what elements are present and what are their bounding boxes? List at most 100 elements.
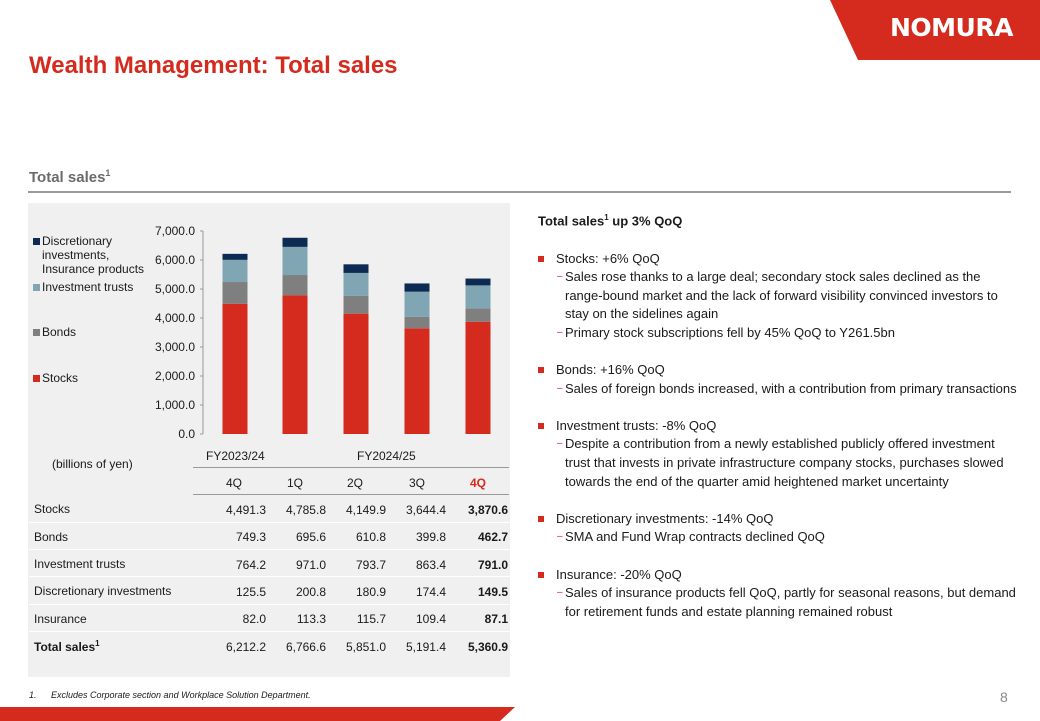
legend-swatch-discretionary: [33, 238, 40, 245]
commentary-sub-point: SMA and Fund Wrap contracts declined QoQ: [538, 528, 1018, 547]
bar-segment-stocks: [404, 328, 430, 434]
commentary-bullet-discretionary: Discretionary investments: -14% QoQ: [538, 510, 1018, 529]
y-tick-label: 2,000.0: [155, 369, 195, 383]
commentary-sub-point: Primary stock subscriptions fell by 45% …: [538, 324, 1018, 343]
table-units: (billions of yen): [52, 457, 133, 471]
table-cell: 6,212.2: [225, 640, 266, 654]
bar-segment-stocks: [282, 295, 308, 434]
table-row-divider: [29, 631, 510, 632]
table-cell: 971.0: [295, 558, 326, 572]
page-number: 8: [1000, 689, 1008, 705]
legend-swatch-investment-trusts: [33, 284, 40, 291]
commentary-sub-point: Despite a contribution from a newly esta…: [538, 435, 1018, 491]
bar-segment-discretionary-investments-insurance-products: [404, 283, 430, 292]
table-cell: 3,644.4: [405, 503, 446, 517]
quarter-header: 3Q: [408, 476, 425, 490]
fy-label-2023: FY2023/24: [206, 449, 265, 463]
table-cell: 5,851.0: [345, 640, 386, 654]
table-cell: 610.8: [355, 530, 386, 544]
bar-segment-investment-trusts: [222, 259, 248, 283]
quarter-header: 2Q: [346, 476, 363, 490]
bar-segment-bonds: [404, 316, 430, 329]
table-cell: 793.7: [355, 558, 386, 572]
y-tick-label: 7,000.0: [155, 224, 195, 238]
bar-segment-discretionary-investments-insurance-products: [282, 237, 308, 247]
table-header-rule: [193, 467, 509, 468]
legend-label-investment-trusts: Investment trusts: [42, 280, 134, 294]
table-row-divider: [29, 522, 510, 523]
bar-segment-investment-trusts: [404, 291, 430, 317]
table-row-divider: [29, 604, 510, 605]
bar-segment-discretionary-investments-insurance-products: [222, 253, 248, 260]
table-cell: 6,766.6: [285, 640, 326, 654]
table-cell-current: 149.5: [477, 585, 508, 599]
table-cell: 174.4: [415, 585, 446, 599]
nomura-logo: NOMURA: [890, 13, 1013, 42]
table-row-divider: [29, 549, 510, 550]
bar-segment-stocks: [465, 321, 491, 434]
legend-label-bonds: Bonds: [42, 325, 77, 339]
table-cell: 399.8: [415, 530, 446, 544]
y-tick-label: 5,000.0: [155, 282, 195, 296]
table-cell: 4,785.8: [285, 503, 326, 517]
page-title: Wealth Management: Total sales: [29, 52, 398, 79]
bar-segment-investment-trusts: [465, 285, 491, 309]
table-row-divider: [29, 576, 510, 577]
table-row-label-total: Total sales1: [34, 639, 100, 654]
table-row-label-discretionary: Discretionary investments: [34, 584, 172, 598]
table-cell-current: 5,360.9: [467, 640, 508, 654]
y-tick-label: 3,000.0: [155, 340, 195, 354]
bar-segment-bonds: [465, 308, 491, 322]
table-cell: 695.6: [295, 530, 326, 544]
bar-segment-stocks: [222, 303, 248, 434]
fy-label-2024: FY2024/25: [357, 449, 416, 463]
section-title-text: Total sales: [29, 169, 106, 186]
quarter-header: 4Q: [225, 476, 242, 490]
commentary-heading-change: up 3% QoQ: [608, 213, 683, 229]
y-tick-label: 4,000.0: [155, 311, 195, 325]
chart-table-panel: 7,000.0 6,000.0 5,000.0 4,000.0 3,000.0 2,000…: [28, 203, 510, 677]
commentary-heading-footnote-ref: 1: [604, 213, 609, 222]
footnote: 1. Excludes Corporate section and Workpla…: [29, 690, 311, 700]
table-row-label-bonds: Bonds: [34, 530, 69, 544]
table-cell: 5,191.4: [405, 640, 446, 654]
table-row-label-insurance: Insurance: [34, 612, 87, 626]
table-cell: 200.8: [295, 585, 326, 599]
table-cell: 109.4: [415, 612, 446, 626]
total-label-footnote-ref: 1: [95, 639, 100, 648]
commentary-sub-point: Sales of foreign bonds increased, with a…: [538, 380, 1018, 399]
section-title-footnote-ref: 1: [105, 168, 111, 178]
table-cell-current: 791.0: [477, 558, 508, 572]
table-header-rule: [193, 494, 509, 495]
bar-segment-bonds: [282, 275, 308, 296]
quarter-header: 1Q: [286, 476, 303, 490]
table-cell: 4,491.3: [225, 503, 266, 517]
table-cell: 863.4: [415, 558, 446, 572]
commentary: Total sales1 up 3% QoQ Stocks: +6% QoQ S…: [538, 209, 1018, 621]
table-cell: 82.0: [242, 612, 266, 626]
bar-segment-stocks: [343, 313, 369, 434]
section-title: Total sales1: [29, 168, 110, 186]
legend-swatch-bonds: [33, 329, 40, 336]
footer-band: [0, 707, 515, 721]
footnote-number: 1.: [29, 690, 37, 700]
footnote-text: Excludes Corporate section and Workplace…: [51, 690, 311, 700]
bar-segment-bonds: [222, 282, 248, 304]
table-cell: 180.9: [355, 585, 386, 599]
table-row-label-investment-trusts: Investment trusts: [34, 557, 126, 571]
commentary-bullet-investment-trusts: Investment trusts: -8% QoQ: [538, 417, 1018, 436]
logo-band: [830, 0, 1040, 60]
commentary-sub-point: Sales rose thanks to a large deal; secon…: [538, 268, 1018, 324]
table-cell: 125.5: [235, 585, 266, 599]
table-row-label-stocks: Stocks: [34, 502, 71, 516]
bar-segment-investment-trusts: [343, 272, 369, 296]
table-cell: 749.3: [235, 530, 266, 544]
stacked-bar-chart: 7,000.0 6,000.0 5,000.0 4,000.0 3,000.0 2,000…: [155, 224, 491, 441]
table-cell-current: 462.7: [477, 530, 508, 544]
bar-segment-discretionary-investments-insurance-products: [465, 278, 491, 286]
legend-label-discretionary: Discretionary investments, Insurance pro…: [42, 234, 145, 276]
commentary-heading: Total sales1 up 3% QoQ: [538, 209, 1018, 231]
table-cell-current: 87.1: [484, 612, 508, 626]
commentary-heading-text: Total sales: [538, 213, 605, 229]
table-cell: 4,149.9: [345, 503, 386, 517]
